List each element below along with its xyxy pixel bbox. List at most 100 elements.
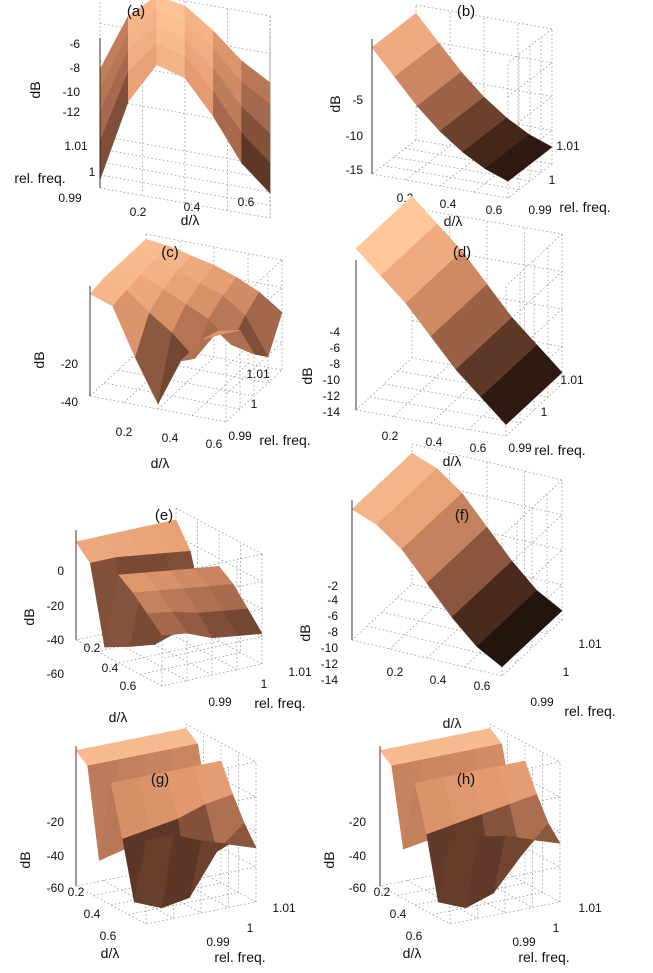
y-grid-line (100, 570, 188, 682)
x-tick-label: 0.6 (406, 929, 423, 943)
box-grid-line (225, 259, 283, 313)
y-axis-label: rel. freq. (518, 949, 569, 965)
z-tick-label: -6 (327, 609, 338, 623)
x-axis-label: d/λ (444, 213, 463, 229)
z-tick-label: -12 (321, 657, 339, 671)
y-tick-label: 1 (541, 405, 548, 419)
x-axis-label: d/λ (109, 709, 128, 725)
y-tick-label: 0.99 (228, 429, 252, 443)
panel-title: (d) (453, 244, 471, 261)
z-grid-line (161, 535, 264, 604)
x-tick-label: 0.4 (162, 431, 179, 445)
y-tick-label: 1 (563, 665, 570, 679)
z-axis-label: dB (17, 851, 33, 868)
z-grid-line (411, 245, 563, 324)
panel-title: (g) (151, 771, 169, 788)
x-tick-label: 0.4 (102, 661, 119, 675)
y-axis-label: rel. freq. (559, 199, 610, 215)
z-tick-label: -4 (329, 325, 340, 339)
z-tick-label: -60 (47, 881, 65, 895)
surface-panel-h: 0.2 0.4 0.6 0.99 1 1.01 -20 -40 -60 (h) d/λ rel. fr… (321, 723, 602, 965)
y-tick-label: 1.01 (288, 665, 312, 679)
x-tick-label: 0.2 (374, 885, 391, 899)
z-tick-label: -8 (329, 357, 340, 371)
floor-grid (75, 617, 264, 687)
z-tick-label: -60 (47, 667, 65, 681)
surface-panel-a: 0.2 0.4 0.6 0.99 11.01 -6 -8 -10 -12 (a) d/λ rel. f… (14, 0, 271, 228)
surface-patch (480, 383, 521, 425)
x-tick-label: 0.6 (206, 437, 223, 451)
box-grid-line (411, 443, 563, 481)
x-tick-label: 0.2 (382, 429, 399, 443)
z-tick-label: -10 (63, 85, 81, 99)
y-tick-label: 1.01 (64, 139, 88, 153)
z-grid-line (411, 320, 563, 399)
x-grid-line (157, 247, 215, 410)
z-tick-label: -4 (327, 593, 338, 607)
y-tick-label: 1 (89, 165, 96, 179)
surface-panel-g: 0.2 0.4 0.6 0.99 1 1.01 -20 -40 -60 (g) d/λ rel. fr… (17, 723, 296, 965)
floor-grid (89, 343, 283, 423)
x-axis-label: d/λ (151, 455, 170, 471)
y-axis-label: rel. freq. (564, 703, 615, 719)
surface-panel-c: 0.2 0.4 0.6 0.99 1 1.01 -20 -40 (c) d/λ rel. freq.… (31, 233, 311, 471)
box-grid-line (507, 28, 553, 64)
x-tick-label: 0.2 (84, 641, 101, 655)
x-tick-label: 0.4 (440, 197, 457, 211)
z-tick-label: -20 (47, 599, 65, 613)
y-tick-label: 1 (549, 173, 556, 187)
surface-patch (241, 132, 271, 194)
panel-title: (h) (457, 771, 475, 788)
y-tick-label: 0.99 (58, 191, 82, 205)
y-tick-label: 1.01 (272, 901, 296, 915)
x-axis-label: d/λ (181, 212, 200, 228)
z-tick-label: -15 (346, 163, 364, 177)
y-tick-label: 0.99 (512, 935, 536, 949)
x-tick-label: 0.2 (387, 665, 404, 679)
z-tick-label: -6 (69, 37, 80, 51)
box-grid-line (489, 723, 561, 763)
panel-title: (e) (155, 507, 173, 524)
y-tick-label: 1.01 (578, 901, 602, 915)
z-grid-line (411, 478, 563, 572)
z-tick-label: -14 (321, 673, 339, 687)
surface-panel-e: 0.20.40.6 0.99 1 1.01 0 -20 -40 -60 (e) d/λ rel. f… (21, 507, 312, 725)
panel-title: (f) (455, 507, 469, 524)
x-tick-label: 0.4 (390, 907, 407, 921)
y-grid-line (369, 273, 521, 424)
surface-panel-d: 0.2 0.4 0.6 0.99 1 1.01 -4 -6 -8 -10 -12 -14 (d) d/λ r… (299, 196, 586, 469)
y-tick-label: 1.01 (560, 373, 584, 387)
panel-title: (a) (127, 3, 145, 20)
x-tick-label: 0.6 (486, 203, 503, 217)
z-tick-label: -12 (323, 389, 341, 403)
x-tick-label: 0.6 (474, 679, 491, 693)
z-tick-label: -20 (47, 815, 65, 829)
x-tick-label: 0.2 (130, 205, 147, 219)
z-tick-label: -5 (352, 93, 363, 107)
y-axis-label: rel. freq. (259, 432, 310, 448)
y-tick-label: 1.01 (578, 637, 602, 651)
x-tick-label: 0.4 (430, 673, 447, 687)
z-tick-label: -10 (321, 641, 339, 655)
x-tick-label: 0.6 (470, 441, 487, 455)
y-grid-line (404, 37, 542, 173)
y-tick-label: 1 (261, 677, 268, 691)
surface-patch (147, 611, 188, 636)
z-tick-label: -10 (323, 373, 341, 387)
z-tick-label: -60 (349, 881, 367, 895)
y-tick-label: 0.99 (528, 203, 552, 217)
z-tick-label: 0 (57, 564, 64, 578)
x-grid-line (432, 752, 543, 915)
x-tick-label: 0.4 (84, 907, 101, 921)
z-axis-label: dB (299, 367, 315, 384)
z-grid-line (145, 316, 283, 395)
x-axis-label: d/λ (403, 945, 422, 961)
y-grid-line (150, 559, 238, 671)
surface-patch (133, 834, 174, 909)
y-grid-line (397, 247, 549, 398)
z-tick-label: -10 (346, 129, 364, 143)
z-tick-label: -20 (349, 815, 367, 829)
x-axis-label: d/λ (443, 715, 462, 731)
